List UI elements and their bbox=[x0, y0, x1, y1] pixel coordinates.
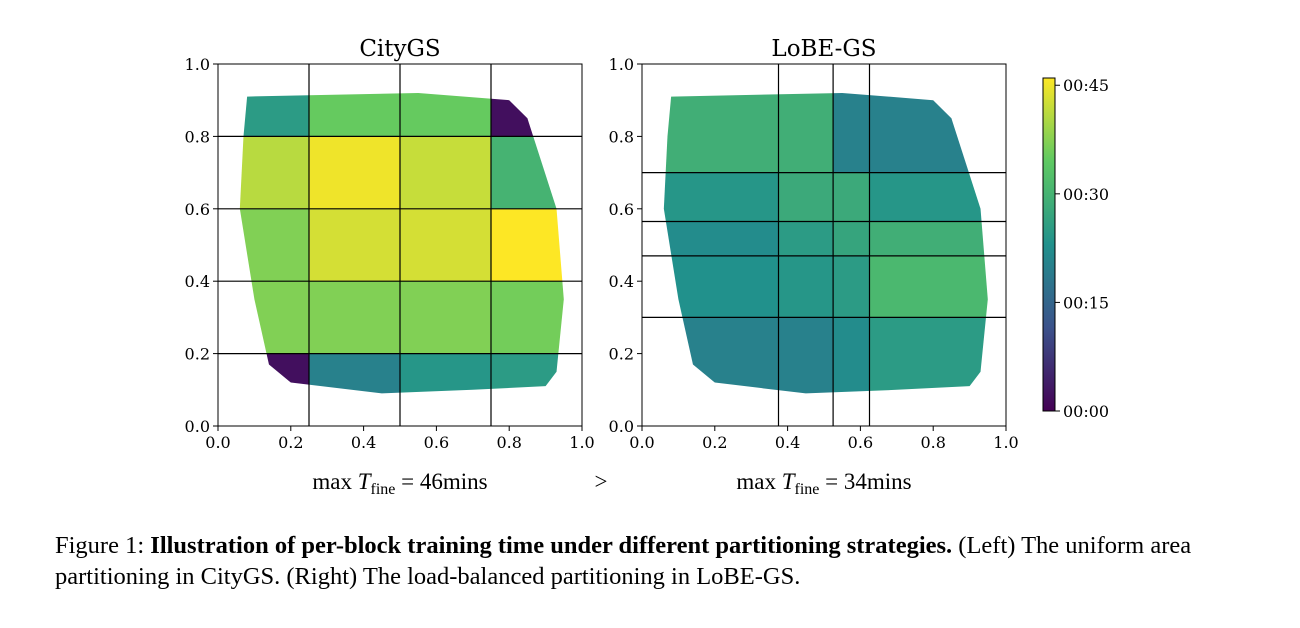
figure-caption: Figure 1: Illustration of per-block trai… bbox=[55, 530, 1275, 592]
block-cell bbox=[663, 255, 779, 318]
block-cell bbox=[663, 172, 779, 222]
block-cell bbox=[400, 208, 491, 282]
y-tick-label: 0.6 bbox=[609, 200, 634, 219]
block-cell bbox=[778, 221, 834, 256]
block-cell bbox=[239, 353, 309, 394]
block-cell bbox=[309, 136, 400, 209]
plot-lobe-gs: 0.0 0.2 0.4 0.6 0.8 1.0 0.0 0.2 0.4 0.6 0.8 1.0 LoBE… bbox=[609, 36, 1019, 498]
y-tick-label: 0.2 bbox=[609, 345, 634, 364]
block-cell bbox=[778, 255, 834, 318]
axes-frame bbox=[217, 63, 583, 427]
block-cell bbox=[400, 92, 491, 137]
block-cell bbox=[491, 92, 564, 137]
y-tick-label: 0.8 bbox=[609, 127, 634, 146]
block-cell bbox=[833, 172, 870, 222]
block-cell bbox=[400, 353, 491, 394]
block-cell bbox=[833, 255, 870, 318]
block-cell bbox=[869, 221, 988, 256]
max-time-annotation: max Tfine = 34mins bbox=[736, 469, 911, 498]
x-tick-label: 0.2 bbox=[278, 433, 303, 452]
block-cell bbox=[239, 136, 309, 209]
comparison-symbol: > bbox=[595, 469, 608, 494]
axes-frame bbox=[641, 63, 1007, 427]
block-cell bbox=[239, 281, 309, 354]
block-cell bbox=[491, 208, 564, 282]
block-cell bbox=[869, 255, 988, 318]
colorbar-tick-label: 00:30 bbox=[1063, 185, 1109, 204]
x-tick-label: 0.4 bbox=[775, 433, 800, 452]
block-cell bbox=[663, 317, 779, 394]
block-cell bbox=[833, 221, 870, 256]
plot-title: CityGS bbox=[359, 36, 440, 62]
block-cell bbox=[309, 92, 400, 137]
y-tick-label: 0.6 bbox=[185, 200, 210, 219]
caption-bold: Illustration of per-block training time … bbox=[150, 532, 953, 559]
colorbar-tick-label: 00:45 bbox=[1063, 76, 1109, 95]
caption-label: Figure 1: bbox=[55, 532, 145, 559]
x-tick-label: 0.2 bbox=[702, 433, 727, 452]
block-cell bbox=[400, 136, 491, 209]
y-tick-label: 0.4 bbox=[609, 272, 634, 291]
x-tick-label: 0.0 bbox=[629, 433, 654, 452]
block-cell bbox=[309, 281, 400, 354]
y-tick-label: 0.0 bbox=[609, 417, 634, 436]
block-cell bbox=[778, 317, 834, 394]
x-tick-label: 1.0 bbox=[569, 433, 594, 452]
block-cell bbox=[663, 221, 779, 256]
block-cell bbox=[491, 136, 564, 209]
block-cell bbox=[400, 281, 491, 354]
block-cell bbox=[663, 92, 779, 173]
plot-title: LoBE-GS bbox=[771, 36, 876, 62]
block-cell bbox=[778, 172, 834, 222]
colorbar-bar bbox=[1042, 77, 1056, 412]
x-tick-label: 0.8 bbox=[920, 433, 945, 452]
caption-text: (Left) The uniform area partitioning in … bbox=[55, 532, 1192, 590]
x-tick-label: 0.0 bbox=[205, 433, 230, 452]
max-time-annotation: max Tfine = 46mins bbox=[312, 469, 487, 498]
block-cell bbox=[778, 92, 834, 173]
block-cell bbox=[309, 353, 400, 394]
block-cell bbox=[833, 92, 870, 173]
block-cell bbox=[869, 92, 988, 173]
plot-citygs: 0.0 0.2 0.4 0.6 0.8 1.0 0.0 0.2 0.4 0.6 0.8 1.0 City… bbox=[185, 36, 595, 498]
block-cell bbox=[309, 208, 400, 282]
block-cell bbox=[491, 281, 564, 354]
y-tick-label: 1.0 bbox=[609, 55, 634, 74]
block-cell bbox=[869, 317, 988, 394]
block-cell bbox=[833, 317, 870, 394]
x-tick-label: 0.4 bbox=[351, 433, 376, 452]
colorbar-tick-label: 00:15 bbox=[1063, 293, 1109, 312]
colorbar: 00:00 00:15 00:30 00:45 bbox=[1042, 76, 1109, 421]
x-tick-label: 0.6 bbox=[848, 433, 873, 452]
block-cell bbox=[239, 208, 309, 282]
y-tick-label: 0.2 bbox=[185, 345, 210, 364]
y-tick-label: 0.0 bbox=[185, 417, 210, 436]
y-tick-label: 0.4 bbox=[185, 272, 210, 291]
block-cell bbox=[869, 172, 988, 222]
block-cell bbox=[239, 92, 309, 137]
x-tick-label: 0.8 bbox=[496, 433, 521, 452]
x-tick-label: 0.6 bbox=[424, 433, 449, 452]
y-tick-label: 0.8 bbox=[185, 127, 210, 146]
y-tick-label: 1.0 bbox=[185, 55, 210, 74]
x-tick-label: 1.0 bbox=[993, 433, 1018, 452]
block-cell bbox=[491, 353, 564, 394]
colorbar-tick-label: 00:00 bbox=[1063, 402, 1109, 421]
